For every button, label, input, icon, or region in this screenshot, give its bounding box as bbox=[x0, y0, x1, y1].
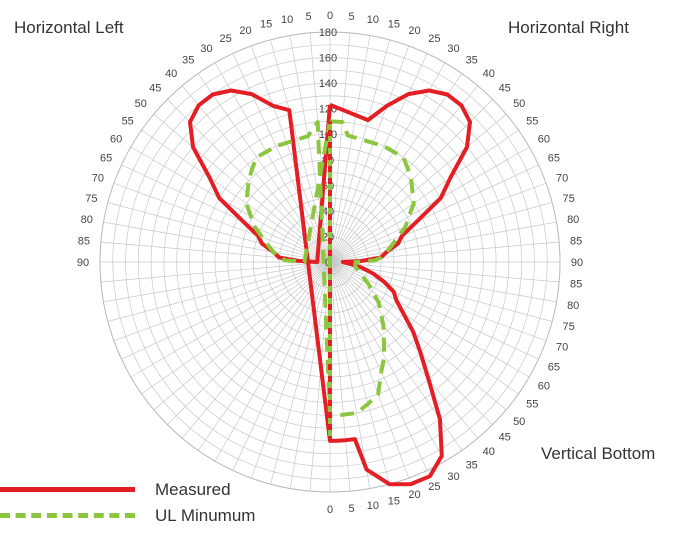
angle-label: 75 bbox=[562, 193, 574, 205]
angle-label: 20 bbox=[408, 489, 420, 501]
angle-label: 60 bbox=[110, 134, 122, 146]
angle-label: 40 bbox=[483, 446, 495, 458]
angle-label: 15 bbox=[388, 496, 400, 508]
angle-label: 10 bbox=[367, 500, 379, 512]
angle-label: 5 bbox=[305, 11, 311, 23]
angle-label: 20 bbox=[408, 25, 420, 37]
angle-label: 40 bbox=[483, 68, 495, 80]
angle-label: 45 bbox=[499, 82, 511, 94]
angle-label: 70 bbox=[556, 173, 568, 185]
angle-label: 65 bbox=[100, 153, 112, 165]
angle-label: 80 bbox=[81, 214, 93, 226]
legend-label-measured: Measured bbox=[155, 480, 231, 499]
outer-ring bbox=[99, 31, 561, 493]
angle-label: 0 bbox=[327, 504, 333, 516]
angle-label: 85 bbox=[78, 236, 90, 248]
angle-label: 45 bbox=[149, 82, 161, 94]
angle-label: 60 bbox=[538, 381, 550, 393]
angle-label: 25 bbox=[428, 33, 440, 45]
angle-label: 75 bbox=[562, 321, 574, 333]
grid-circle bbox=[137, 69, 523, 455]
horizontal-left-label: Horizontal Left bbox=[14, 18, 124, 37]
angle-label: 50 bbox=[135, 98, 147, 110]
angle-label: 80 bbox=[567, 300, 579, 312]
angle-label: 5 bbox=[348, 503, 354, 515]
radial-tick-label: 140 bbox=[319, 78, 337, 90]
angle-label: 30 bbox=[447, 471, 459, 483]
angle-label: 25 bbox=[428, 481, 440, 493]
radial-tick-label: 180 bbox=[319, 27, 337, 39]
angle-label: 30 bbox=[200, 43, 212, 55]
angle-label: 50 bbox=[513, 98, 525, 110]
angle-label: 0 bbox=[327, 10, 333, 22]
angle-label: 30 bbox=[447, 43, 459, 55]
angle-label: 40 bbox=[165, 68, 177, 80]
legend-swatch-ul-minimum bbox=[0, 513, 135, 518]
series-line-ul-minimum bbox=[244, 119, 416, 418]
radial-tick-label: 160 bbox=[319, 53, 337, 65]
angle-label: 35 bbox=[466, 55, 478, 67]
angle-label: 55 bbox=[526, 115, 538, 127]
legend-label-ul-minimum: UL Minumum bbox=[155, 506, 256, 525]
angle-label: 25 bbox=[219, 33, 231, 45]
angle-label: 55 bbox=[122, 115, 134, 127]
angle-label: 35 bbox=[182, 55, 194, 67]
angle-label: 15 bbox=[260, 18, 272, 30]
angle-label: 35 bbox=[466, 459, 478, 471]
angle-label: 10 bbox=[367, 14, 379, 26]
angle-label: 45 bbox=[499, 432, 511, 444]
angle-label: 20 bbox=[239, 25, 251, 37]
grid-circle bbox=[112, 44, 548, 480]
angle-label: 80 bbox=[567, 214, 579, 226]
angle-label: 75 bbox=[85, 193, 97, 205]
angle-label: 15 bbox=[388, 18, 400, 30]
angle-label: 65 bbox=[548, 361, 560, 373]
legend-swatch-measured bbox=[0, 487, 135, 492]
angle-label: 60 bbox=[538, 134, 550, 146]
angle-label: 55 bbox=[526, 399, 538, 411]
vertical-bottom-label: Vertical Bottom bbox=[541, 444, 656, 463]
angle-label: 65 bbox=[548, 153, 560, 165]
angle-label: 85 bbox=[570, 279, 582, 291]
angle-label: 50 bbox=[513, 416, 525, 428]
angle-label: 10 bbox=[281, 14, 293, 26]
angle-label: 70 bbox=[92, 173, 104, 185]
angle-label: 70 bbox=[556, 342, 568, 354]
angle-label: 5 bbox=[348, 11, 354, 23]
angle-label: 90 bbox=[571, 257, 583, 269]
series-line-measured bbox=[188, 88, 472, 487]
angle-label: 90 bbox=[77, 257, 89, 269]
angle-label: 85 bbox=[570, 236, 582, 248]
horizontal-right-label: Horizontal Right bbox=[508, 18, 629, 37]
grid-circle bbox=[125, 57, 535, 467]
